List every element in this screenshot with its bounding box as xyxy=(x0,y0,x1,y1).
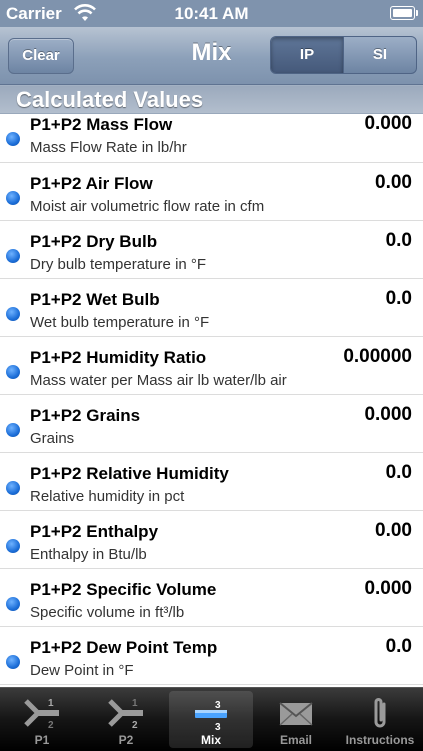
row-subtitle: Dry bulb temperature in °F xyxy=(30,256,207,273)
segment-ip[interactable]: IP xyxy=(271,37,344,73)
status-dot-icon xyxy=(6,249,20,263)
list-item[interactable]: P1+P2 Relative Humidity 0.0 Relative humid… xyxy=(0,453,423,511)
status-dot-icon xyxy=(6,307,20,321)
row-value: 0.0 xyxy=(385,462,412,483)
row-value: 0.00 xyxy=(375,520,412,541)
row-title: P1+P2 Air Flow xyxy=(30,174,153,193)
tab-label: Email xyxy=(279,733,312,747)
list-item[interactable]: P1+P2 Air Flow 0.00 Moist air volumetric f… xyxy=(0,163,423,221)
svg-text:2: 2 xyxy=(48,720,54,731)
row-value: 0.0 xyxy=(385,288,412,309)
status-bar: Carrier 10:41 AM xyxy=(0,0,423,27)
tab-label: Mix xyxy=(200,733,221,747)
merge-p1-icon: 1 2 xyxy=(24,698,59,731)
list-item[interactable]: P1+P2 Specific Volume 0.000 Specific volum… xyxy=(0,569,423,627)
svg-text:1: 1 xyxy=(48,698,54,709)
svg-text:3: 3 xyxy=(215,700,221,711)
tab-instructions[interactable]: Instructions xyxy=(338,688,422,751)
tab-label: P2 xyxy=(118,733,134,747)
row-value: 0.000 xyxy=(364,404,412,425)
paperclip-icon xyxy=(374,698,386,728)
svg-text:1: 1 xyxy=(132,698,138,709)
status-dot-icon xyxy=(6,597,20,611)
tab-mix[interactable]: 3 3 Mix xyxy=(169,691,253,748)
list-item[interactable]: P1+P2 Enthalpy 0.00 Enthalpy in Btu/lb xyxy=(0,511,423,569)
unit-segmented-control: IP SI xyxy=(270,36,417,74)
status-dot-icon xyxy=(6,191,20,205)
status-dot-icon xyxy=(6,132,20,146)
segment-si[interactable]: SI xyxy=(372,46,388,63)
row-title: P1+P2 Relative Humidity xyxy=(30,464,229,483)
tab-p2[interactable]: 1 2 P2 xyxy=(84,688,168,751)
battery-icon xyxy=(390,6,418,20)
row-title: P1+P2 Mass Flow xyxy=(30,115,173,134)
tab-label: Instructions xyxy=(345,733,415,747)
clear-button[interactable]: Clear xyxy=(8,38,74,74)
section-title: Calculated Values xyxy=(16,87,204,112)
row-subtitle: Relative humidity in pct xyxy=(30,488,185,505)
list-item[interactable]: P1+P2 Wet Bulb 0.0 Wet bulb temperature in… xyxy=(0,279,423,337)
row-title: P1+P2 Specific Volume xyxy=(30,580,217,599)
tab-label: P1 xyxy=(34,733,50,747)
row-subtitle: Grains xyxy=(30,430,75,447)
merge-p2-icon: 1 2 xyxy=(108,698,143,731)
row-value: 0.00000 xyxy=(343,346,412,367)
row-value: 0.0 xyxy=(385,230,412,251)
row-subtitle: Moist air volumetric flow rate in cfm xyxy=(30,198,265,215)
row-title: P1+P2 Enthalpy xyxy=(30,522,159,541)
row-subtitle: Wet bulb temperature in °F xyxy=(30,314,210,331)
row-value: 0.0 xyxy=(385,636,412,657)
status-dot-icon xyxy=(6,423,20,437)
tab-p1[interactable]: 1 2 P1 xyxy=(0,688,84,751)
mix-icon: 3 3 xyxy=(195,700,227,733)
row-value: 0.000 xyxy=(364,113,412,134)
section-header: Calculated Values xyxy=(0,85,423,114)
row-title: P1+P2 Dew Point Temp xyxy=(30,638,218,657)
list-item[interactable]: P1+P2 Humidity Ratio 0.00000 Mass water pe… xyxy=(0,337,423,395)
tab-bar: 1 2 P1 1 2 P2 3 3 Mix Email xyxy=(0,687,423,751)
status-dot-icon xyxy=(6,481,20,495)
envelope-icon xyxy=(279,702,313,726)
status-dot-icon xyxy=(6,365,20,379)
status-dot-icon xyxy=(6,655,20,669)
row-title: P1+P2 Wet Bulb xyxy=(30,290,160,309)
values-list[interactable]: P1+P2 Mass Flow 0.000 Mass Flow Rate in lb… xyxy=(0,104,423,687)
row-subtitle: Specific volume in ft³/lb xyxy=(30,604,185,621)
wifi-icon xyxy=(74,4,96,21)
row-subtitle: Mass Flow Rate in lb/hr xyxy=(30,139,187,156)
carrier-name: Carrier xyxy=(6,4,62,23)
row-title: P1+P2 Dry Bulb xyxy=(30,232,158,251)
svg-text:2: 2 xyxy=(132,720,138,731)
list-item[interactable]: P1+P2 Grains 0.000 Grains xyxy=(0,395,423,453)
row-value: 0.000 xyxy=(364,578,412,599)
row-title: P1+P2 Grains xyxy=(30,406,141,425)
row-title: P1+P2 Humidity Ratio xyxy=(30,348,207,367)
row-subtitle: Enthalpy in Btu/lb xyxy=(30,546,147,563)
row-subtitle: Dew Point in °F xyxy=(30,662,134,679)
list-item[interactable]: P1+P2 Dry Bulb 0.0 Dry bulb temperature in… xyxy=(0,221,423,279)
svg-text:3: 3 xyxy=(215,722,221,733)
list-item[interactable]: P1+P2 Dew Point Temp 0.0 Dew Point in °F xyxy=(0,627,423,685)
row-subtitle: Mass water per Mass air lb water/lb air xyxy=(30,372,287,389)
nav-bar: Clear Mix IP SI xyxy=(0,27,423,85)
row-value: 0.00 xyxy=(375,172,412,193)
status-dot-icon xyxy=(6,539,20,553)
tab-email[interactable]: Email xyxy=(254,688,338,751)
page-title: Mix xyxy=(191,39,232,66)
clock: 10:41 AM xyxy=(174,4,249,23)
